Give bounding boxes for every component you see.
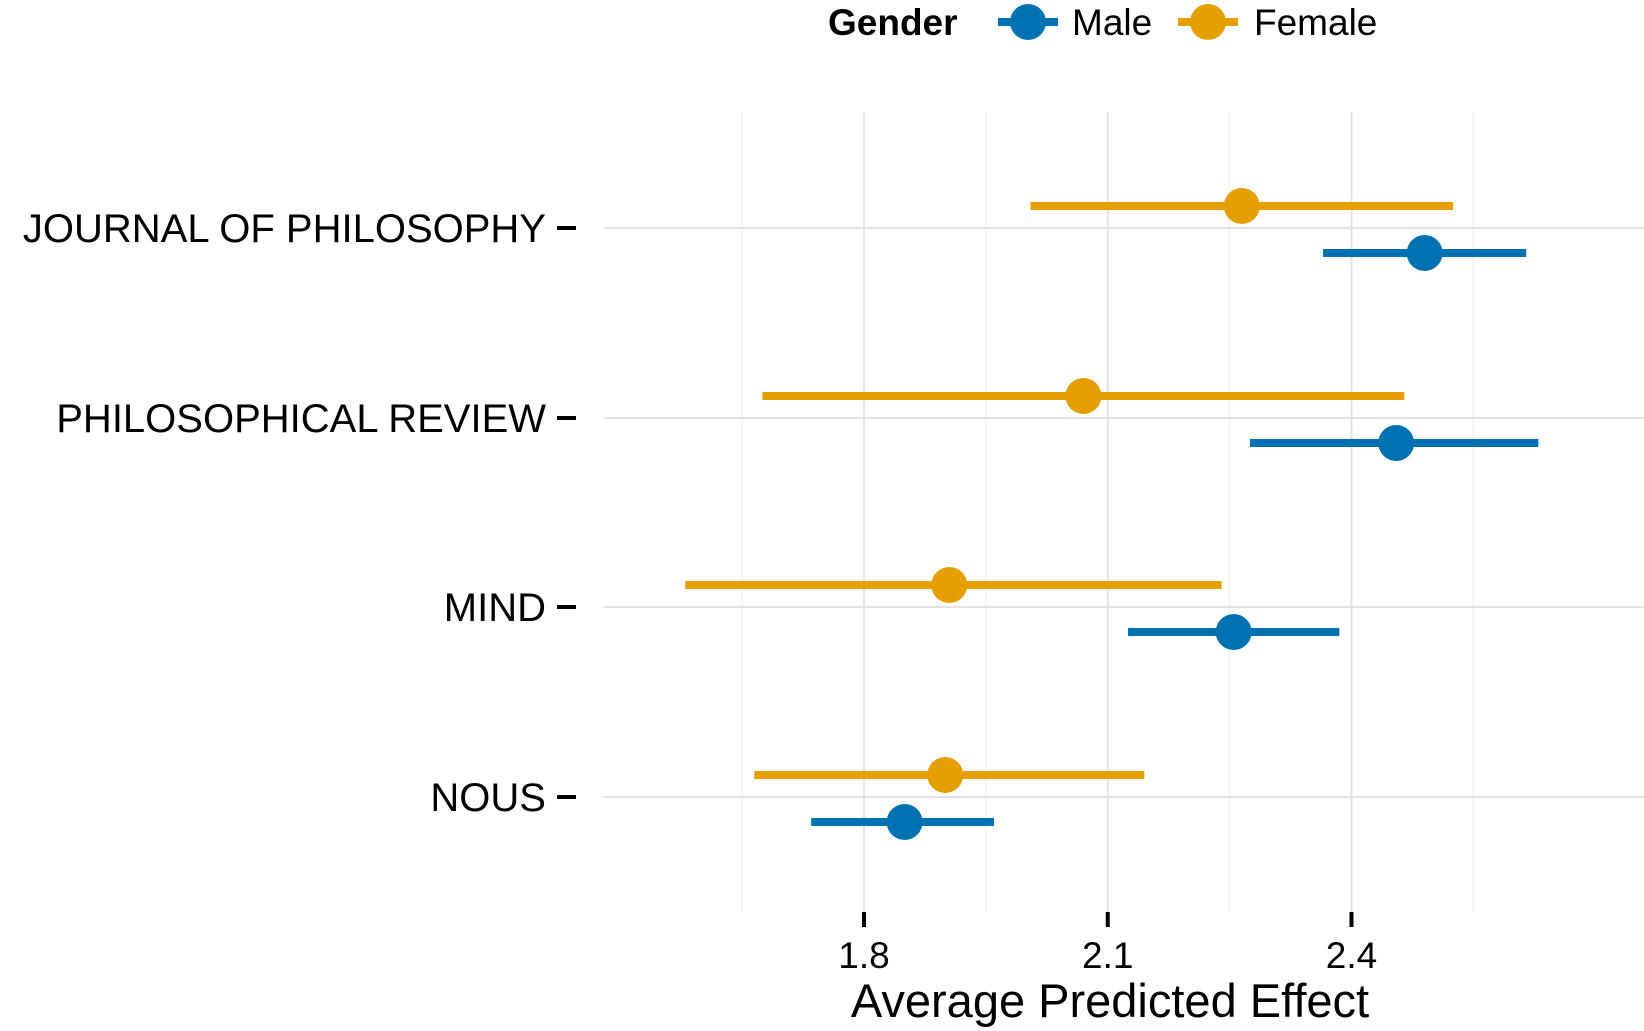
point-male <box>1215 614 1252 650</box>
legend-key-point-male <box>1010 4 1046 40</box>
legend-label-male: Male <box>1072 2 1152 43</box>
legend-title: Gender <box>828 2 958 43</box>
category-label: JOURNAL OF PHILOSOPHY <box>23 207 546 251</box>
point-female <box>1223 188 1260 224</box>
legend-entry-female: Female <box>1178 2 1377 43</box>
x-axis-layer: 1.8 2.1 2.4 <box>838 912 1377 976</box>
point-male <box>1378 425 1415 461</box>
y-axis-layer: JOURNAL OF PHILOSOPHY PHILOSOPHICAL REVIE… <box>23 207 576 820</box>
point-female <box>931 567 968 603</box>
legend-key-point-female <box>1190 4 1226 40</box>
point-male <box>886 804 923 840</box>
category-label: PHILOSOPHICAL REVIEW <box>56 397 546 441</box>
series-layer <box>685 188 1539 840</box>
x-tick-label: 2.1 <box>1082 935 1133 976</box>
x-tick-label: 2.4 <box>1326 935 1377 976</box>
grid-layer <box>604 112 1644 912</box>
category-label: MIND <box>444 586 546 630</box>
point-female <box>927 757 964 793</box>
legend-label-female: Female <box>1254 2 1377 43</box>
x-tick-label: 1.8 <box>838 935 889 976</box>
point-female <box>1065 378 1102 414</box>
legend: Gender Male Female <box>828 2 1377 43</box>
legend-entry-male: Male <box>998 2 1152 43</box>
point-male <box>1406 235 1443 271</box>
x-axis-title: Average Predicted Effect <box>851 974 1369 1027</box>
category-label: NOUS <box>430 776 546 820</box>
